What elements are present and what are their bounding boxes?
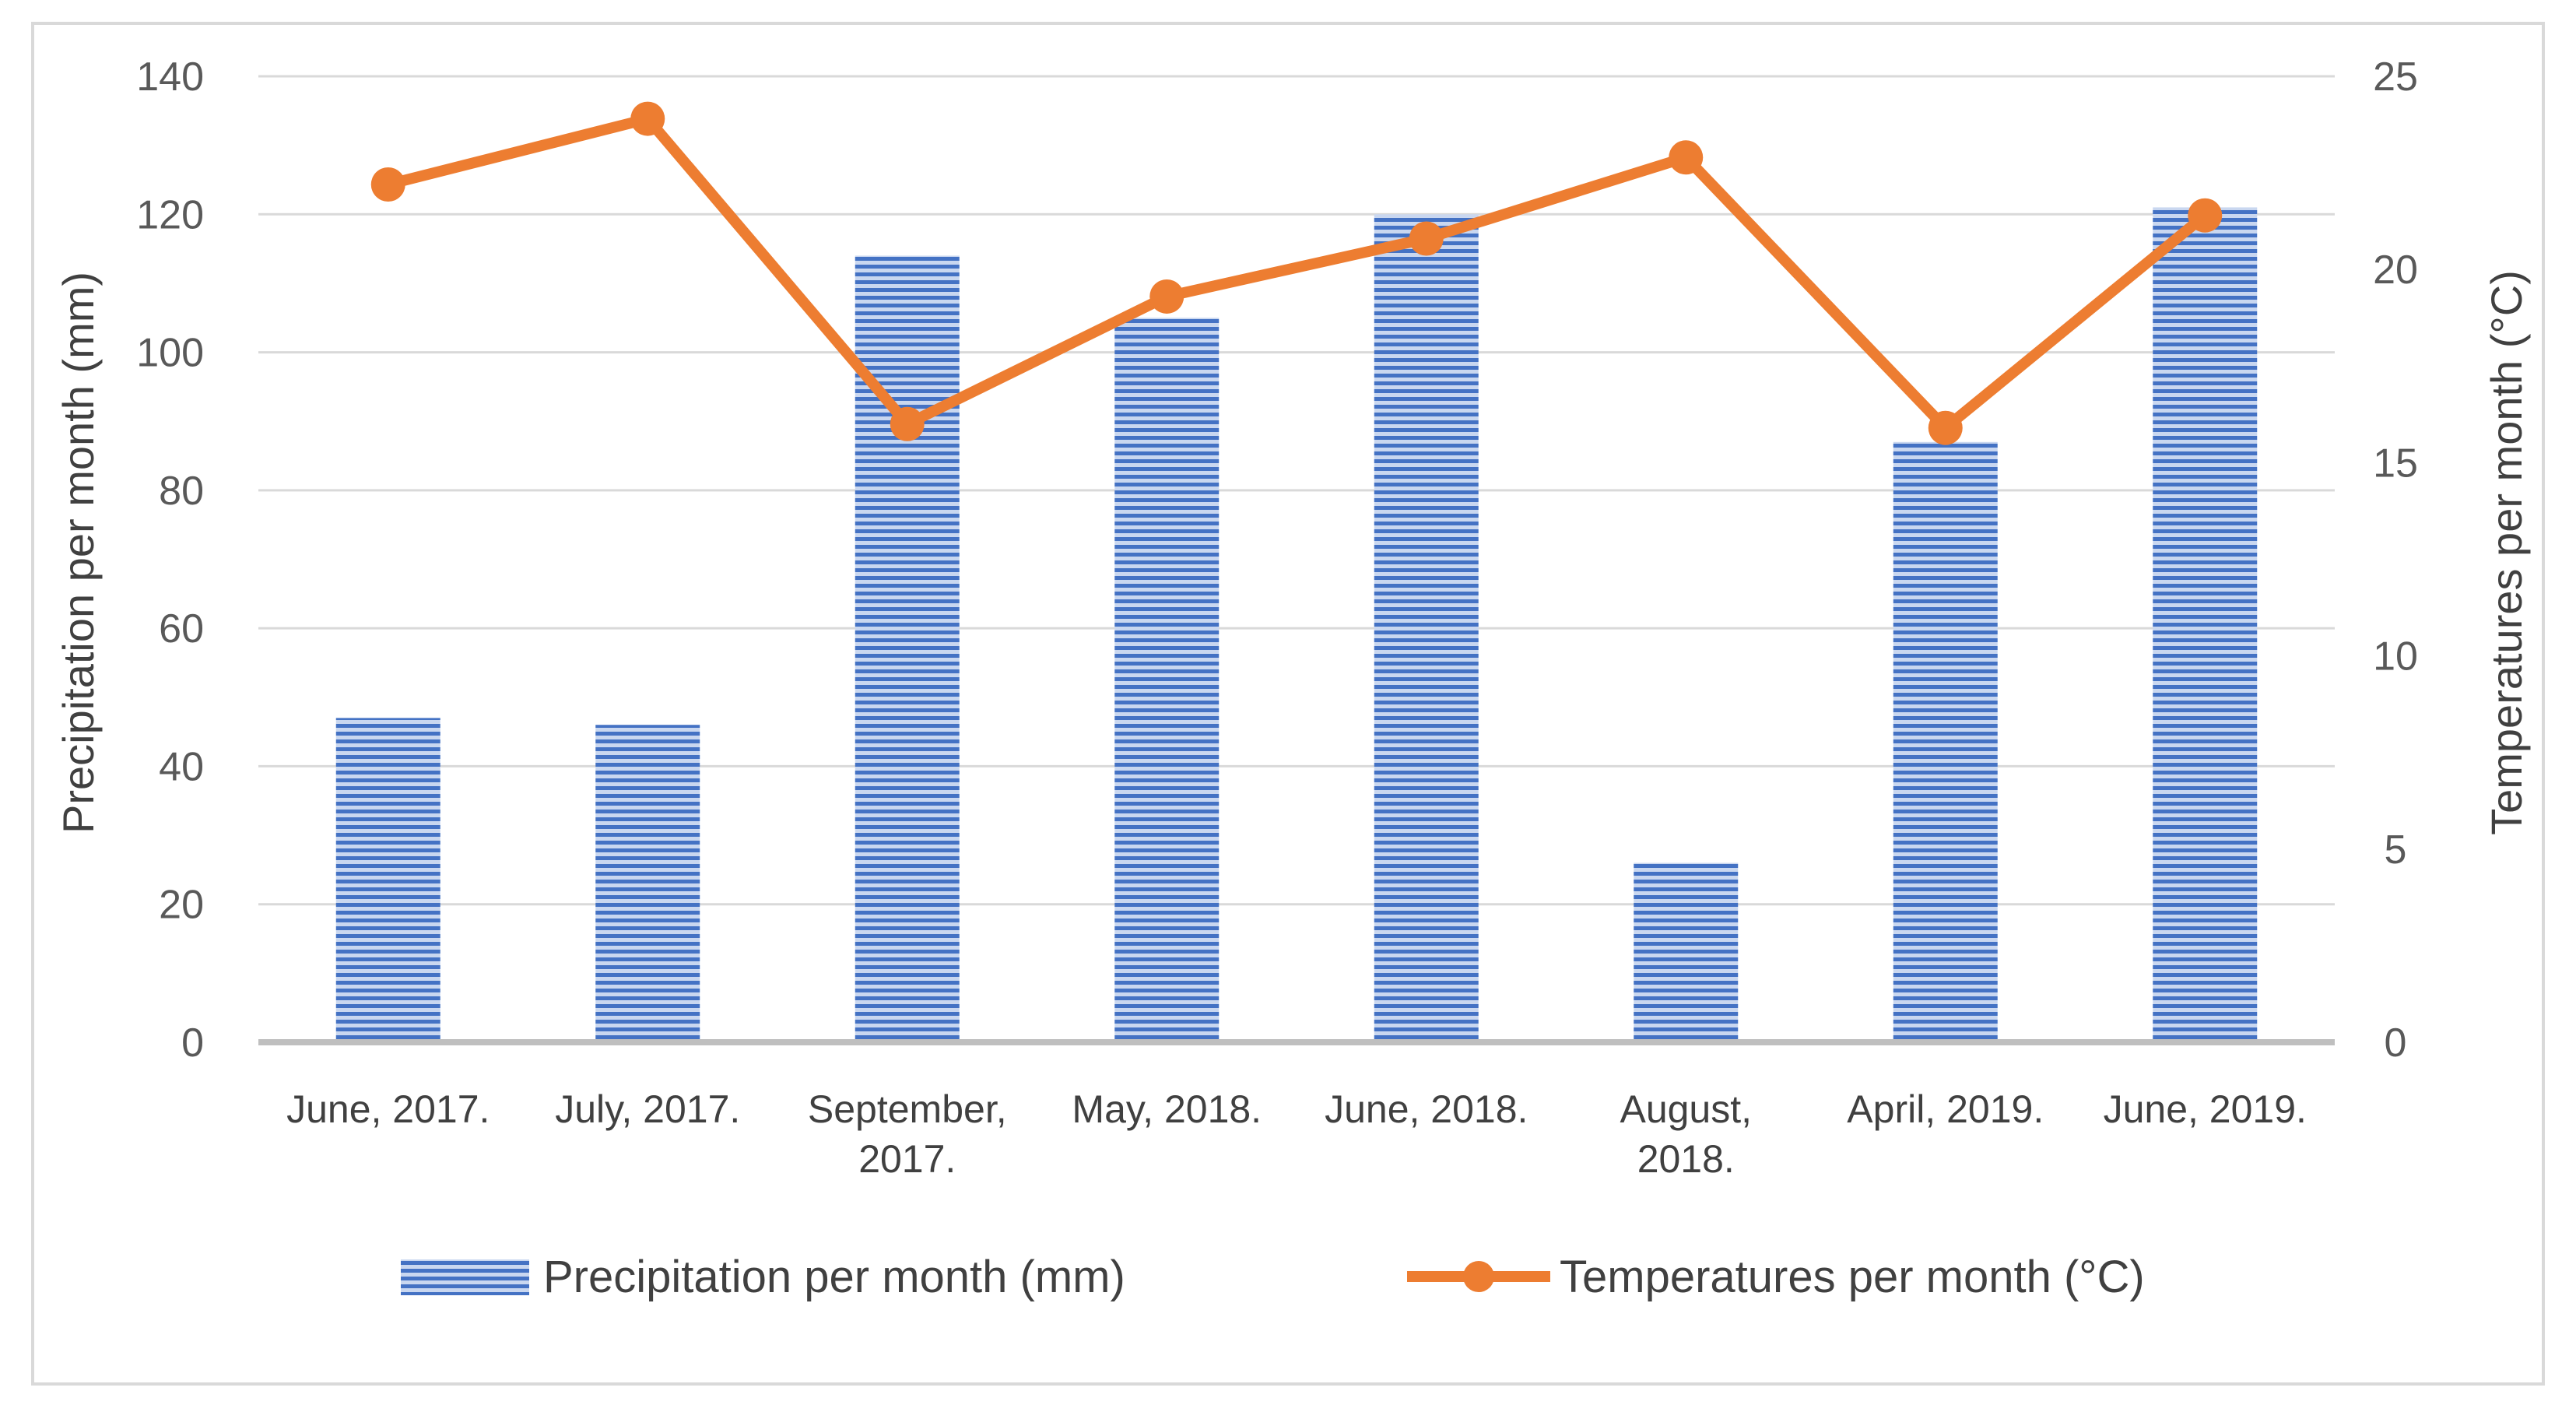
y2-tick-label: 25 <box>2373 54 2418 100</box>
legend-label-precipitation: Precipitation per month (mm) <box>543 1252 1125 1302</box>
y2-tick-label: 15 <box>2373 441 2418 486</box>
y2-tick-label: 5 <box>2385 827 2407 873</box>
point-temperature <box>370 167 405 202</box>
y2-tick-label: 0 <box>2385 1020 2407 1066</box>
point-temperature <box>890 406 925 441</box>
bar-precipitation <box>1893 441 1998 1042</box>
x-axis-categories: June, 2017. July, 2017. September, 2017. May… <box>286 1087 2307 1181</box>
y-tick-label: 100 <box>136 331 204 376</box>
legend-label-temperature: Temperatures per month (°C) <box>1560 1252 2145 1302</box>
y2-tick-label: 10 <box>2373 634 2418 680</box>
legend: Precipitation per month (mm) Temperature… <box>401 1252 2145 1302</box>
y-axis-left-title: Precipitation per month (mm) <box>54 272 103 834</box>
point-temperature <box>630 101 665 136</box>
line-temperature <box>387 113 2209 434</box>
y-tick-label: 80 <box>159 469 204 514</box>
x-tick-label: June, 2017. <box>286 1087 490 1131</box>
bar-precipitation <box>2153 207 2258 1043</box>
bar-precipitation <box>1374 214 1479 1043</box>
y2-tick-label: 20 <box>2373 248 2418 293</box>
line-series <box>370 101 2223 445</box>
x-tick-label: September, 2017. <box>808 1087 1007 1181</box>
x-tick-label: June, 2019. <box>2104 1087 2307 1131</box>
y-tick-label: 60 <box>159 606 204 652</box>
point-temperature <box>1149 279 1184 314</box>
x-tick-label: June, 2018. <box>1325 1087 1528 1131</box>
chart-frame <box>31 22 2545 1386</box>
point-temperature <box>1669 140 1704 175</box>
legend-marker-temperature <box>1463 1261 1494 1292</box>
y-axis-right-ticks: 0 5 10 15 20 25 <box>2373 54 2418 1066</box>
point-temperature <box>1409 221 1444 256</box>
x-tick-label: August, 2018. <box>1620 1087 1752 1181</box>
bar-series <box>335 207 2258 1043</box>
legend-swatch-precipitation <box>401 1259 529 1295</box>
y-axis-left-ticks: 0 20 40 60 80 100 120 140 <box>136 54 204 1066</box>
gridlines <box>258 75 2335 906</box>
bar-precipitation <box>1634 862 1739 1042</box>
y-tick-label: 40 <box>159 744 204 789</box>
x-tick-label: May, 2018. <box>1072 1087 1262 1131</box>
y-tick-label: 0 <box>181 1020 204 1066</box>
x-tick-label: July, 2017. <box>555 1087 740 1131</box>
y-tick-label: 20 <box>159 883 204 928</box>
y-tick-label: 140 <box>136 54 204 100</box>
y-tick-label: 120 <box>136 192 204 237</box>
bar-precipitation <box>1114 318 1220 1042</box>
y-axis-right-title: Temperatures per month (°C) <box>2482 270 2531 835</box>
point-temperature <box>1928 410 1963 445</box>
x-tick-label: April, 2019. <box>1847 1087 2044 1131</box>
point-temperature <box>2188 198 2223 233</box>
bar-precipitation <box>335 718 440 1042</box>
bar-precipitation <box>595 725 700 1042</box>
